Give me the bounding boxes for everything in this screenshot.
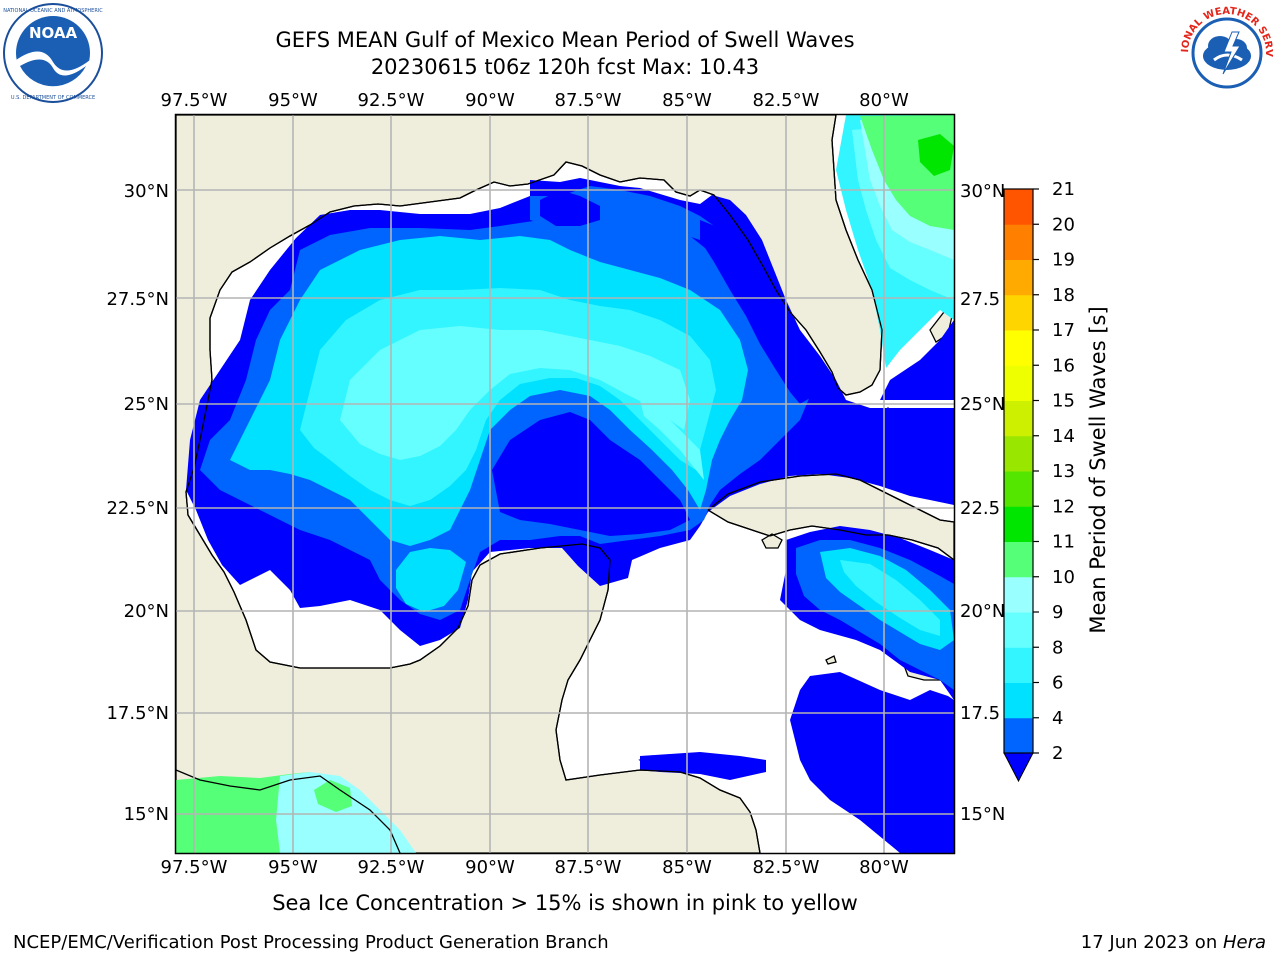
lon-label-top: 95°W xyxy=(268,90,318,111)
colorbar: 2 4 6 8 9 10 11 12 13 14 15 16 17 18 19 20 21 xyxy=(1003,179,1075,783)
lat-label-right: 15°N xyxy=(960,804,1005,825)
chart-subtitle: 20230615 t06z 120h fcst Max: 10.43 xyxy=(370,55,760,79)
lat-label-left: 27.5°N xyxy=(106,289,169,310)
colorbar-tick-label: 19 xyxy=(1052,250,1075,271)
colorbar-band xyxy=(1004,259,1033,296)
colorbar-tick-label: 21 xyxy=(1052,179,1075,200)
svg-text:NOAA: NOAA xyxy=(29,24,78,42)
lat-label-left: 25°N xyxy=(124,394,169,415)
axis-labels: 97.5°W 95°W 92.5°W 90°W 87.5°W 85°W 82.5… xyxy=(106,90,1005,878)
lon-label-top: 85°W xyxy=(662,90,712,111)
lat-label-right: 17.5 xyxy=(960,703,1000,724)
branch-credit: NCEP/EMC/Verification Post Processing Pr… xyxy=(13,932,609,953)
colorbar-tick-label: 10 xyxy=(1052,567,1075,588)
colorbar-label: Mean Period of Swell Waves [s] xyxy=(1086,306,1110,633)
lon-label-bottom: 92.5°W xyxy=(358,857,425,878)
colorbar-band xyxy=(1004,717,1033,754)
lat-label-left: 20°N xyxy=(124,601,169,622)
colorbar-tick-label: 6 xyxy=(1052,673,1063,694)
lon-label-bottom: 80°W xyxy=(859,857,909,878)
colorbar-tick-label: 16 xyxy=(1052,355,1075,376)
colorbar-tick-label: 8 xyxy=(1052,637,1063,658)
lon-label-bottom: 95°W xyxy=(268,857,318,878)
lat-label-left: 22.5°N xyxy=(106,498,169,519)
colorbar-tick-label: 2 xyxy=(1052,743,1063,764)
lon-label-bottom: 87.5°W xyxy=(555,857,622,878)
colorbar-band xyxy=(1004,541,1033,578)
lon-label-bottom: 97.5°W xyxy=(161,857,228,878)
sea-ice-note: Sea Ice Concentration > 15% is shown in … xyxy=(272,891,858,915)
colorbar-tick-label: 15 xyxy=(1052,391,1075,412)
colorbar-band xyxy=(1004,400,1033,437)
colorbar-band xyxy=(1004,189,1033,225)
colorbar-band xyxy=(1004,612,1033,648)
colorbar-tick-label: 20 xyxy=(1052,214,1075,235)
isla-juventud-land xyxy=(761,533,783,549)
lat-label-right: 25°N xyxy=(960,394,1005,415)
colorbar-tick-label: 14 xyxy=(1052,426,1075,447)
lat-label-left: 30°N xyxy=(124,181,169,202)
lon-label-top: 92.5°W xyxy=(358,90,425,111)
machine-name: Hera xyxy=(1222,932,1266,953)
lon-label-top: 97.5°W xyxy=(161,90,228,111)
colorbar-band xyxy=(1004,330,1033,366)
colorbar-tick-label: 17 xyxy=(1052,320,1075,341)
colorbar-band xyxy=(1004,294,1033,331)
colorbar-band xyxy=(1004,435,1033,472)
colorbar-tick-label: 13 xyxy=(1052,461,1075,482)
chart-title: GEFS MEAN Gulf of Mexico Mean Period of … xyxy=(275,28,855,52)
lon-label-bottom: 90°W xyxy=(465,857,515,878)
lat-label-left: 17.5°N xyxy=(106,703,169,724)
lat-label-right: 22.5 xyxy=(960,498,1000,519)
lon-label-top: 82.5°W xyxy=(753,90,820,111)
colorbar-band xyxy=(1004,576,1033,613)
colorbar-band xyxy=(1004,365,1033,401)
lon-label-bottom: 85°W xyxy=(662,857,712,878)
colorbar-band xyxy=(1004,647,1033,683)
lat-label-right: 30°N xyxy=(960,181,1005,202)
svg-text:NATIONAL OCEANIC AND ATMOSPHER: NATIONAL OCEANIC AND ATMOSPHERIC xyxy=(3,8,103,14)
svg-text:U.S. DEPARTMENT OF COMMERCE: U.S. DEPARTMENT OF COMMERCE xyxy=(11,95,95,101)
date-stamp: 17 Jun 2023 on Hera xyxy=(1081,932,1266,953)
colorbar-tick-label: 18 xyxy=(1052,285,1075,306)
nws-logo: NATIONAL WEATHER SERVICE xyxy=(1176,2,1276,102)
colorbar-tick-label: 11 xyxy=(1052,532,1075,553)
lat-label-left: 15°N xyxy=(124,804,169,825)
lon-label-top: 87.5°W xyxy=(555,90,622,111)
plot-frame xyxy=(174,113,956,855)
colorbar-tick-label: 9 xyxy=(1052,602,1063,623)
lon-label-top: 80°W xyxy=(859,90,909,111)
colorbar-extend-triangle xyxy=(1003,752,1034,783)
graticule xyxy=(176,115,954,853)
lon-label-bottom: 82.5°W xyxy=(753,857,820,878)
lat-label-right: 27.5 xyxy=(960,289,1000,310)
lon-label-top: 90°W xyxy=(465,90,515,111)
colorbar-band xyxy=(1004,682,1033,719)
colorbar-band xyxy=(1004,224,1033,260)
date-text: 17 Jun 2023 on xyxy=(1080,932,1223,953)
swell-field xyxy=(176,115,954,853)
colorbar-band xyxy=(1004,506,1033,542)
colorbar-tick-label: 12 xyxy=(1052,496,1075,517)
colorbar-tick-label: 4 xyxy=(1052,708,1063,729)
noaa-logo: NOAA NATIONAL OCEANIC AND ATMOSPHERIC U.… xyxy=(3,3,103,103)
colorbar-band xyxy=(1004,471,1033,507)
lat-label-right: 20°N xyxy=(960,601,1005,622)
coastline xyxy=(176,115,954,853)
